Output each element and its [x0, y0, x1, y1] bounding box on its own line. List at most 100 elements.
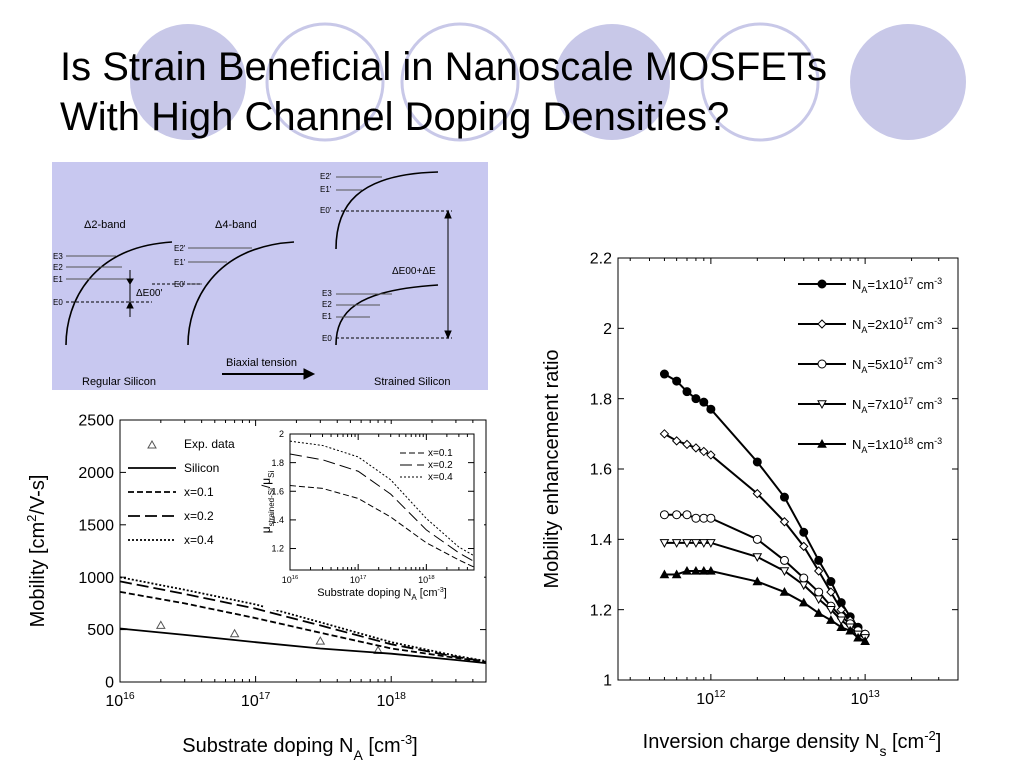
data-point — [659, 369, 669, 379]
data-point — [672, 376, 682, 386]
data-point — [706, 539, 716, 548]
regular-silicon-label: Regular Silicon — [82, 376, 156, 388]
data-point — [691, 565, 701, 575]
data-point — [682, 387, 692, 397]
y-tick-label: 500 — [87, 622, 114, 639]
series-line-3 — [119, 580, 487, 663]
data-point — [845, 625, 856, 635]
deco-circle — [554, 24, 670, 140]
x-tick-label: 1016 — [282, 575, 299, 585]
y-tick-label: 1.6 — [590, 462, 612, 479]
strained-upper-curve — [335, 171, 439, 250]
deco-circle — [850, 24, 966, 140]
deco-circle-outline — [700, 22, 820, 142]
level-label: E2 — [322, 300, 332, 309]
data-point — [682, 510, 692, 520]
level-label: E1' — [320, 185, 332, 194]
data-point — [671, 539, 682, 548]
level-label: E1' — [174, 258, 186, 267]
y-axis-label: Mobility [cm2/V-s] — [24, 475, 49, 628]
inset-axes: 1016 1017 1018 1.2 1.4 1.6 1.8 2 — [271, 429, 475, 585]
level-label: E2 — [53, 263, 63, 272]
data-point — [817, 400, 827, 410]
data-point — [659, 569, 670, 579]
x-tick-label: 1017 — [241, 691, 271, 710]
series-line-4 — [119, 576, 487, 662]
legend-label: NA=1x1018 cm-3 — [852, 436, 942, 455]
data-point — [659, 510, 669, 520]
inset-series-line-0 — [289, 485, 475, 568]
x-tick-label: 1018 — [377, 691, 407, 710]
data-point — [813, 595, 824, 605]
legend-label: Silicon — [184, 461, 219, 475]
data-point — [799, 541, 809, 552]
y-tick-label: 1.2 — [590, 602, 612, 619]
data-point — [671, 569, 682, 579]
level-label: E2' — [174, 244, 186, 253]
y-axis-label: Mobility enhancement ratio — [541, 349, 563, 588]
legend-label: NA=5x1017 cm-3 — [852, 356, 942, 375]
data-point — [779, 517, 790, 527]
data-point — [682, 539, 692, 548]
strained-silicon-label: Strained Silicon — [374, 376, 450, 388]
biaxial-tension-label: Biaxial tension — [226, 357, 297, 369]
data-point — [853, 632, 863, 642]
data-point — [836, 622, 847, 631]
data-point — [691, 443, 701, 453]
y-tick-label: 1 — [603, 673, 612, 690]
band-diagram-background — [52, 162, 488, 390]
y-tick-label: 2 — [603, 321, 612, 338]
y-tick-label: 1000 — [78, 570, 114, 587]
y-tick-label: 2 — [279, 429, 284, 439]
y-tick-label: 2500 — [78, 413, 114, 430]
x-tick-label: 1017 — [350, 575, 367, 585]
delta-e-sum-label: ΔE00+ΔE — [392, 266, 436, 277]
data-point — [752, 488, 763, 499]
data-point — [799, 527, 809, 537]
data-point — [706, 404, 716, 414]
level-label: E2' — [320, 172, 332, 181]
level-label: E1 — [322, 312, 332, 321]
data-point — [826, 615, 836, 624]
data-point — [682, 565, 692, 575]
y-tick-label: 1.4 — [271, 515, 284, 525]
exp-data-point — [229, 628, 240, 638]
data-point — [699, 446, 709, 457]
level-label: E0 — [322, 334, 332, 343]
data-point — [826, 577, 836, 587]
data-point — [779, 587, 790, 596]
data-point — [691, 513, 701, 523]
data-point — [671, 436, 682, 446]
data-point — [691, 539, 701, 548]
inset-y-axis-label: μstrained-Si/μSi — [259, 471, 276, 534]
slide-title-line1: Is Strain Beneficial in Nanoscale MOSFET… — [60, 45, 827, 89]
data-point — [814, 555, 824, 565]
data-point — [706, 513, 716, 523]
legend-label: x=0.4 — [184, 533, 214, 547]
data-point — [659, 539, 670, 548]
data-point — [706, 565, 716, 575]
decorative-circles — [130, 22, 966, 142]
y-tick-label: 2000 — [78, 465, 114, 482]
deco-circle-outline — [265, 22, 385, 142]
y-tick-label: 1.8 — [271, 458, 284, 468]
delta4-band-label: Δ4-band — [215, 219, 257, 231]
delta-e00-label: ΔE00' — [136, 288, 162, 299]
y-tick-label: 0 — [105, 675, 114, 692]
data-point — [698, 539, 709, 548]
data-point — [779, 555, 789, 565]
data-point — [798, 581, 809, 591]
legend-label: NA=7x1017 cm-3 — [852, 396, 942, 415]
exp-data-point — [155, 620, 166, 629]
enhancement-axes: 1012 1013 1 1.2 1.4 1.6 1.8 2 2.2 — [590, 251, 959, 708]
x-tick-label: 1013 — [850, 689, 880, 708]
data-point — [817, 319, 827, 329]
data-point — [817, 359, 827, 369]
series-line-1 — [119, 627, 487, 665]
legend-label: x=0.2 — [184, 509, 214, 523]
level-label: E3 — [322, 289, 332, 298]
deco-circle-outline — [400, 22, 520, 142]
series-2 — [659, 510, 870, 639]
data-point — [752, 576, 763, 586]
inset-legend-label: x=0.4 — [428, 472, 453, 483]
